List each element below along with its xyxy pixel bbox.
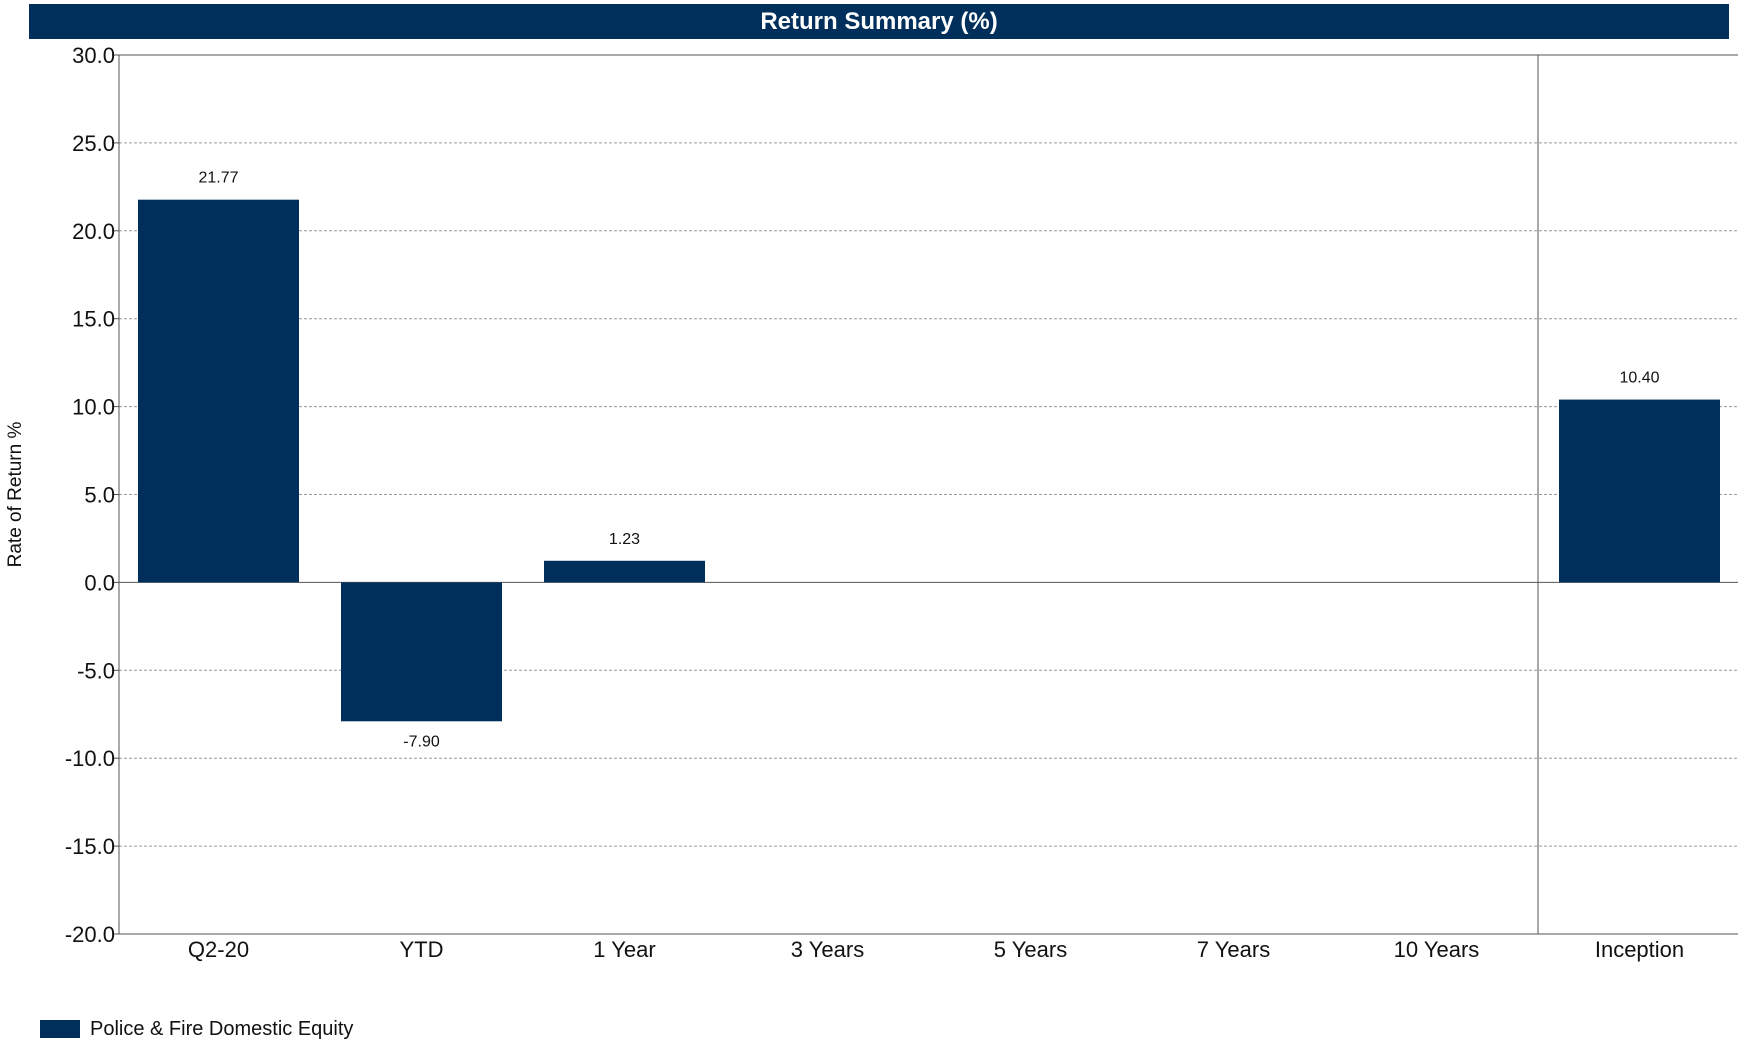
y-tick-label: 0.0	[84, 570, 115, 595]
x-tick-label: Inception	[1595, 937, 1684, 962]
bar	[1559, 399, 1720, 583]
x-tick-label: 7 Years	[1197, 937, 1270, 962]
y-tick-label: 5.0	[84, 483, 115, 508]
chart-title: Return Summary (%)	[29, 4, 1729, 39]
y-tick-label: -10.0	[65, 746, 115, 771]
legend-label: Police & Fire Domestic Equity	[90, 1017, 354, 1040]
data-label: 10.40	[1619, 370, 1659, 387]
bar	[138, 199, 299, 583]
bar	[544, 560, 705, 583]
y-tick-label: -20.0	[65, 922, 115, 947]
legend: Police & Fire Domestic Equity	[40, 1016, 353, 1042]
data-label: 1.23	[609, 531, 640, 548]
bar	[341, 582, 502, 722]
y-tick-label: -15.0	[65, 834, 115, 859]
data-label: 21.77	[198, 170, 238, 187]
x-tick-label: 1 Year	[593, 937, 655, 962]
y-tick-label: 30.0	[72, 43, 115, 68]
y-tick-label: 20.0	[72, 219, 115, 244]
y-tick-label: 25.0	[72, 131, 115, 156]
data-label: -7.90	[403, 733, 440, 750]
y-tick-label: 10.0	[72, 395, 115, 420]
x-tick-label: YTD	[400, 937, 444, 962]
x-tick-label: 5 Years	[994, 937, 1067, 962]
y-axis-title: Rate of Return %	[5, 422, 26, 568]
x-tick-label: 10 Years	[1394, 937, 1480, 962]
legend-swatch	[40, 1020, 80, 1038]
x-tick-label: Q2-20	[188, 937, 249, 962]
y-tick-label: -5.0	[77, 658, 115, 683]
y-tick-label: 15.0	[72, 307, 115, 332]
x-tick-label: 3 Years	[791, 937, 864, 962]
